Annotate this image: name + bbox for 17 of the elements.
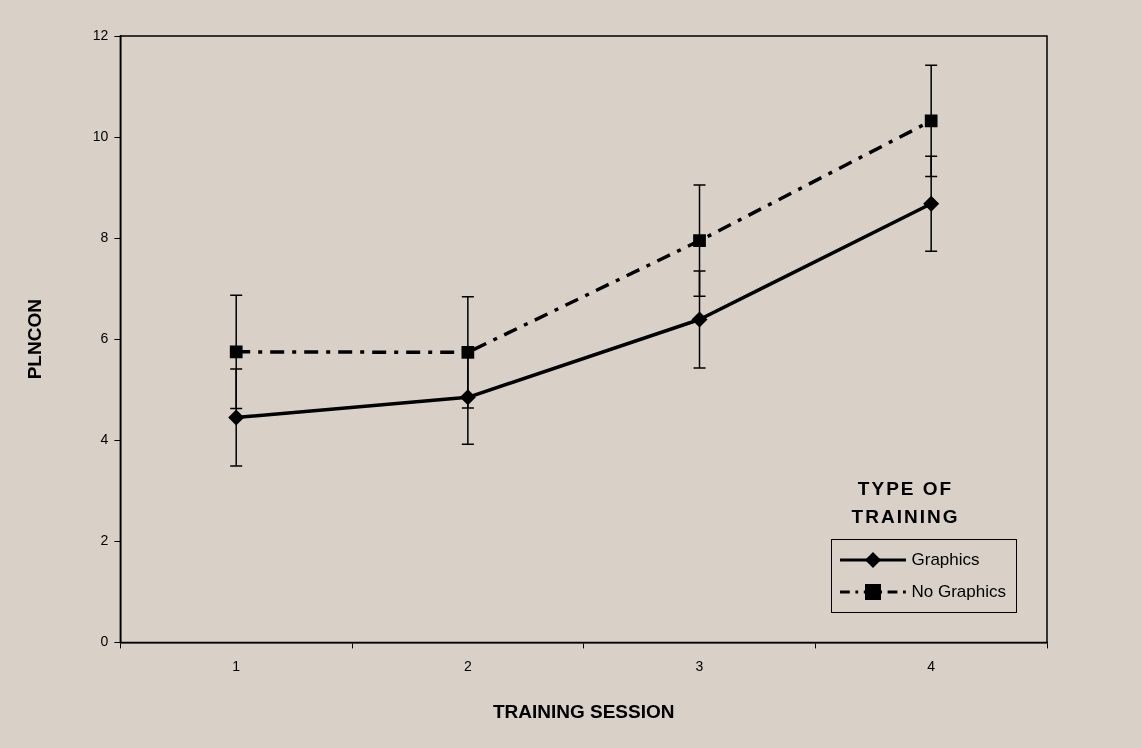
- legend-label: Graphics: [911, 550, 980, 570]
- y-tick-label: 12: [92, 26, 109, 43]
- y-tick-label: 8: [100, 228, 109, 245]
- y-tick-label: 6: [100, 330, 109, 347]
- x-tick-label: 2: [463, 657, 472, 674]
- legend-label: No Graphics: [911, 582, 1006, 602]
- y-tick-label: 10: [92, 127, 109, 144]
- y-axis-title: PLNCON: [23, 299, 45, 380]
- x-axis-title: TRAINING SESSION: [492, 700, 675, 722]
- legend-title: TYPE OF TRAINING: [850, 477, 961, 529]
- y-tick-label: 4: [100, 431, 109, 448]
- y-tick-label: 0: [100, 633, 109, 650]
- x-tick-label: 1: [232, 657, 241, 674]
- x-tick-label: 3: [695, 657, 704, 674]
- point: [693, 234, 706, 248]
- x-tick-label: 4: [927, 657, 936, 674]
- y-tick-label: 2: [100, 532, 109, 549]
